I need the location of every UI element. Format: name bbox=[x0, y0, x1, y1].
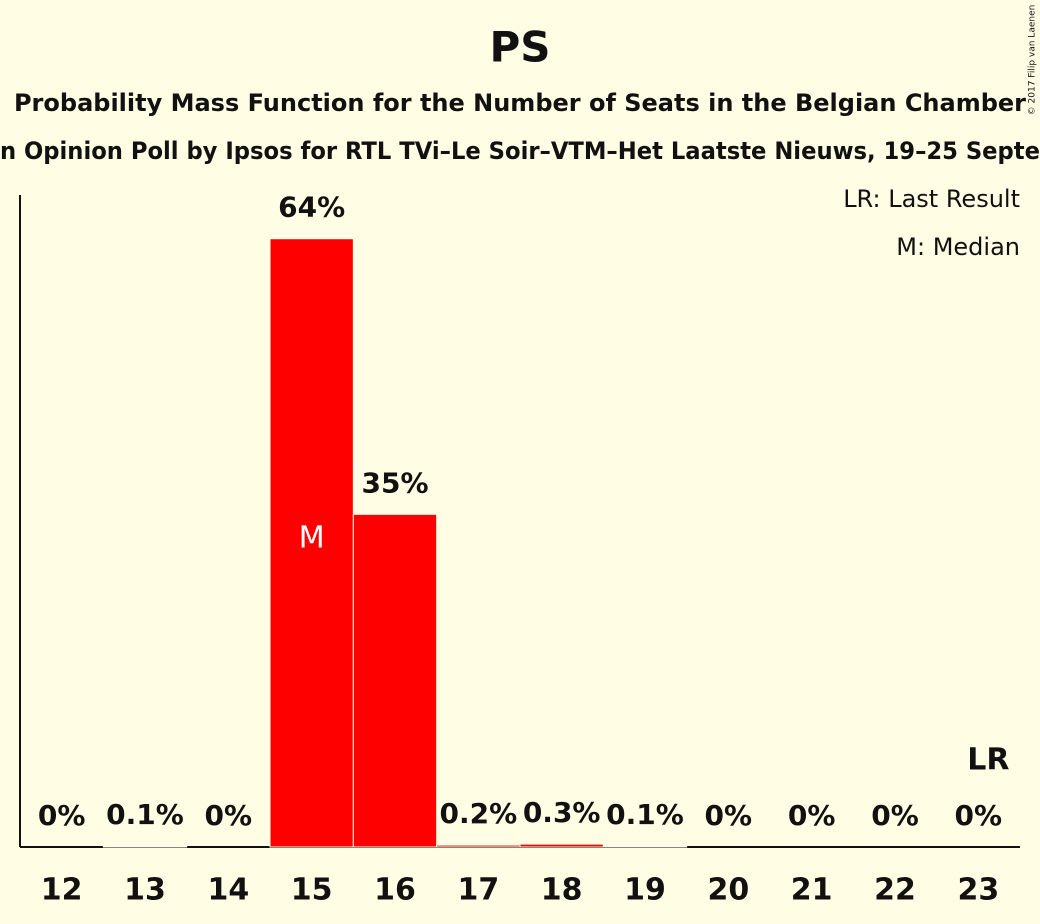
bar bbox=[102, 845, 188, 848]
x-tick-label: 19 bbox=[624, 873, 666, 908]
x-tick-label: 15 bbox=[291, 873, 333, 908]
x-tick-label: 17 bbox=[457, 873, 499, 908]
chart-title: PS bbox=[489, 23, 550, 72]
value-label: 64% bbox=[278, 191, 345, 224]
x-tick-label: 12 bbox=[41, 873, 83, 908]
value-label: 0.1% bbox=[106, 798, 184, 831]
value-label: 0.1% bbox=[606, 798, 684, 831]
value-label: 0.3% bbox=[523, 796, 601, 829]
value-label: 0% bbox=[38, 799, 86, 832]
value-label: 0% bbox=[205, 799, 253, 832]
x-tick-label: 16 bbox=[374, 873, 416, 908]
value-label: 0% bbox=[955, 799, 1003, 832]
x-tick-label: 22 bbox=[874, 873, 916, 908]
last-result-marker: LR bbox=[967, 743, 1009, 778]
value-label: 0% bbox=[788, 799, 836, 832]
chart-subtitle: Probability Mass Function for the Number… bbox=[14, 89, 1026, 117]
legend-entry: M: Median bbox=[896, 233, 1020, 261]
value-label: 35% bbox=[361, 466, 428, 499]
bar bbox=[519, 843, 604, 848]
value-label: 0.2% bbox=[440, 797, 518, 830]
bar bbox=[602, 845, 688, 848]
x-tick-label: 13 bbox=[124, 873, 166, 908]
bar bbox=[436, 844, 521, 848]
x-tick-label: 23 bbox=[957, 873, 999, 908]
x-tick-label: 20 bbox=[707, 873, 749, 908]
median-marker: M bbox=[299, 520, 325, 555]
value-label: 0% bbox=[871, 799, 919, 832]
chart-caption: n Opinion Poll by Ipsos for RTL TVi–Le S… bbox=[0, 137, 1040, 165]
credit: © 2017 Filip van Laenen bbox=[1028, 5, 1038, 116]
x-tick-label: 14 bbox=[207, 873, 249, 908]
value-label: 0% bbox=[705, 799, 753, 832]
bar bbox=[269, 238, 354, 848]
x-tick-label: 21 bbox=[791, 873, 833, 908]
bar bbox=[352, 513, 438, 848]
x-tick-label: 18 bbox=[541, 873, 583, 908]
legend-entry: LR: Last Result bbox=[843, 185, 1020, 213]
